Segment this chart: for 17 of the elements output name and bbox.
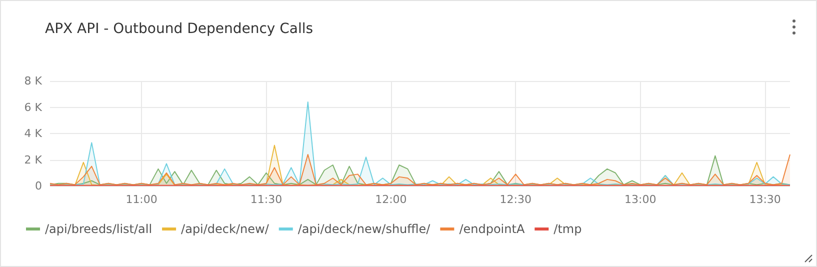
chart-title: APX API - Outbound Dependency Calls [45,21,314,37]
x-tick-label: 12:00 [375,193,407,206]
legend-label: /api/breeds/list/all [45,222,152,236]
x-tick-label: 11:00 [126,193,158,206]
y-tick-label: 4 K [24,127,43,140]
y-tick-label: 2 K [24,153,43,166]
legend-label: /api/deck/new/shuffle/ [298,222,432,236]
legend-label: /api/deck/new/ [181,222,270,236]
y-tick-label: 8 K [24,74,43,88]
y-tick-label: 6 K [24,100,43,114]
y-tick-label: 0 [35,180,42,192]
x-tick-label: 12:30 [500,193,532,206]
legend-label: /endpointA [459,222,526,236]
legend-label: /tmp [554,222,582,236]
x-tick-label: 13:30 [749,193,781,206]
x-tick-label: 11:30 [250,193,282,206]
x-tick-label: 13:00 [624,193,656,206]
